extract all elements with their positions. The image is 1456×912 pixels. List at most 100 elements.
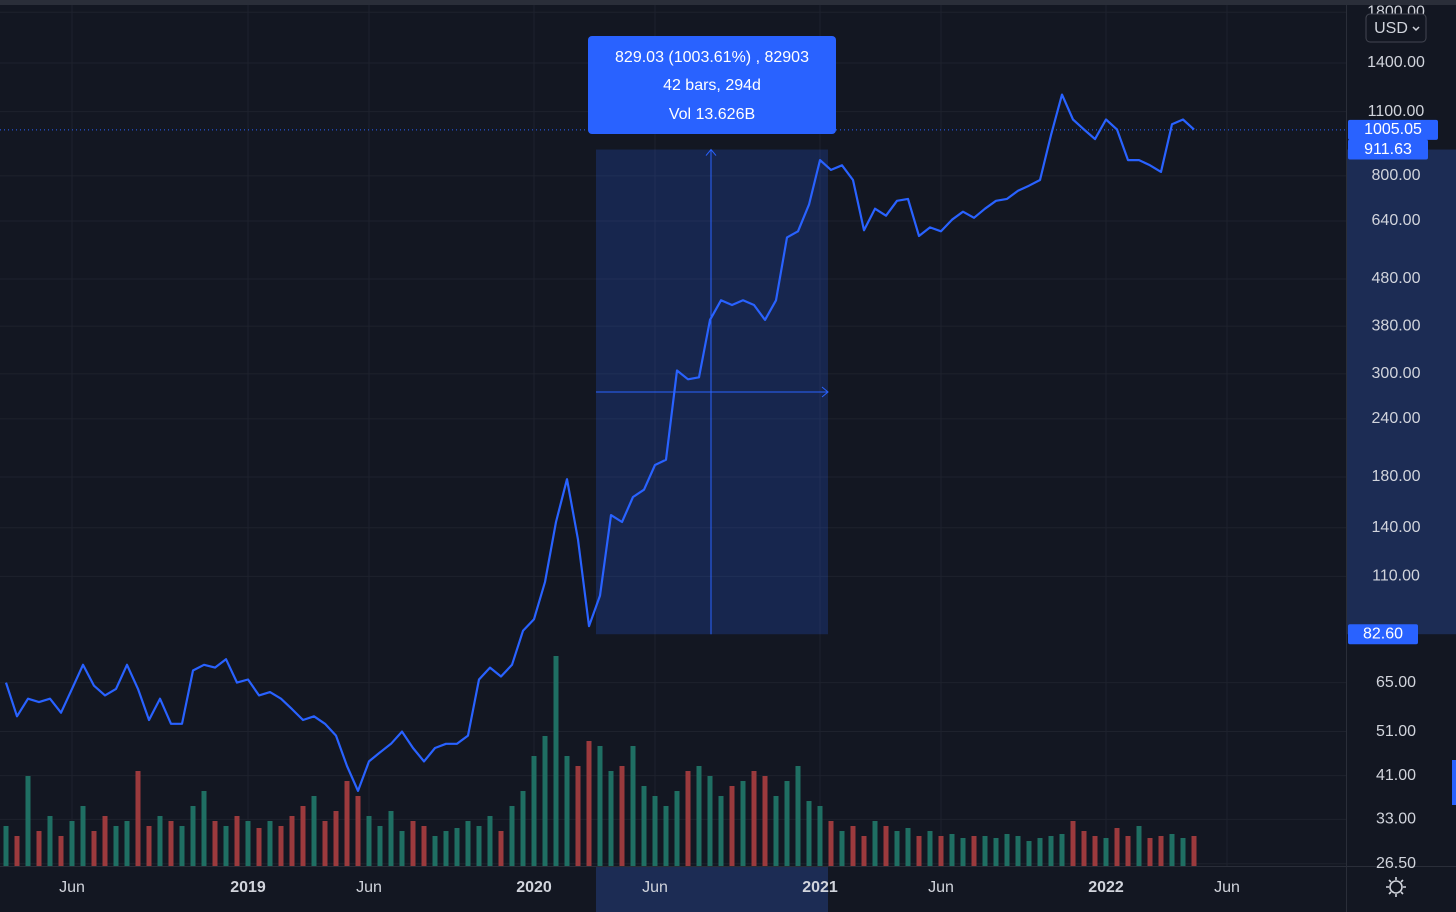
volume-bar: [135, 771, 141, 866]
volume-bar: [443, 831, 449, 866]
top-border: [0, 0, 1456, 5]
currency-button[interactable]: [1365, 13, 1427, 43]
measure-text: Vol 13.626B: [669, 106, 755, 123]
volume-bar: [1015, 836, 1021, 866]
measure-arrow: [705, 148, 717, 156]
volume-bar: [102, 816, 108, 866]
price-line: [4, 93, 1195, 792]
volume-bar: [773, 796, 779, 866]
volume-bar: [366, 816, 372, 866]
price-marker: [1348, 139, 1428, 160]
measure-text: 829.03 (1003.61%) , 82903: [615, 49, 809, 66]
volume-bar: [751, 771, 757, 866]
volume-bar: [256, 828, 262, 866]
volume-bar: [707, 776, 713, 866]
y-tick-label: 480.00: [1372, 270, 1421, 287]
gear-teeth[interactable]: [1386, 877, 1406, 897]
y-tick-label: 140.00: [1372, 519, 1421, 536]
volume-bar: [916, 836, 922, 866]
volume-bar: [685, 771, 691, 866]
volume-bar: [861, 836, 867, 866]
x-tick-label: 2021: [802, 879, 838, 896]
volume-bar: [795, 766, 801, 866]
y-tick-label: 1100.00: [1368, 103, 1425, 120]
volume-bar: [729, 786, 735, 866]
volume-bar: [982, 836, 988, 866]
volume-bar: [498, 831, 504, 866]
volume-bar: [1158, 836, 1164, 866]
y-tick-label: 800.00: [1372, 167, 1421, 184]
x-tick-label: 2020: [516, 879, 552, 896]
volume-bar: [278, 826, 284, 866]
volume-bar: [762, 776, 768, 866]
volume-bar: [421, 826, 427, 866]
volume-bar: [894, 831, 900, 866]
y-tick-label: 41.00: [1376, 767, 1416, 784]
gear[interactable]: [1389, 880, 1403, 894]
y-tick-label: 65.00: [1376, 674, 1416, 691]
volume-bar: [663, 806, 669, 866]
volume-bar: [784, 781, 790, 866]
volume-bar: [608, 771, 614, 866]
measure-text: 42 bars, 294d: [663, 77, 761, 94]
grid: [0, 5, 1346, 866]
x-tick-label: Jun: [1214, 879, 1240, 896]
price-marker-label: 82.60: [1363, 625, 1403, 642]
volume-bar: [872, 821, 878, 866]
volume-bar: [828, 821, 834, 866]
volume-bar: [36, 831, 42, 866]
y-tick-label: 240.00: [1372, 410, 1421, 427]
volume-bar: [1180, 838, 1186, 866]
volume-bar: [1026, 841, 1032, 866]
volume-bar: [212, 821, 218, 866]
volume-bar: [553, 656, 559, 866]
volume-bar: [971, 836, 977, 866]
volume-bar: [674, 791, 680, 866]
x-tick-label: Jun: [356, 879, 382, 896]
volume-bar: [14, 836, 20, 866]
price-marker-label: 911.63: [1364, 141, 1412, 158]
volume-bar: [344, 781, 350, 866]
volume-bar: [575, 766, 581, 866]
volume-bar: [399, 831, 405, 866]
volume-bar: [597, 746, 603, 866]
volume-bar: [938, 836, 944, 866]
x-tick-label: 2019: [230, 879, 266, 896]
volume-bar: [157, 816, 163, 866]
volume-bar: [883, 826, 889, 866]
price-marker-label: 1005.05: [1364, 121, 1422, 138]
volume-bar: [58, 836, 64, 866]
volume-bar: [465, 821, 471, 866]
settings-icon[interactable]: [1386, 877, 1406, 897]
volume-bar: [817, 806, 823, 866]
volume-bar: [993, 838, 999, 866]
y-tick-label: 33.00: [1376, 811, 1416, 828]
x-tick-label: Jun: [59, 879, 85, 896]
volume-bar: [905, 828, 911, 866]
volume-bar: [1103, 838, 1109, 866]
y-tick-label: 1400.00: [1367, 54, 1425, 71]
volume-bar: [234, 816, 240, 866]
y-tick-label: 300.00: [1372, 365, 1421, 382]
volume-bar: [531, 756, 537, 866]
volume-bar: [1169, 834, 1175, 866]
y-tick-label: 180.00: [1372, 468, 1421, 485]
currency[interactable]: USD: [1374, 20, 1408, 37]
volume-bar: [476, 826, 482, 866]
measure-tooltip: [588, 36, 836, 134]
volume-bar: [696, 766, 702, 866]
volume: [3, 656, 1197, 866]
volume-bar: [80, 806, 86, 866]
volume-bar: [641, 786, 647, 866]
volume-bar: [289, 816, 295, 866]
price-axis-highlight: [1347, 149, 1456, 635]
volume-bar: [718, 796, 724, 866]
volume-bar: [1092, 836, 1098, 866]
volume-bar: [1081, 831, 1087, 866]
volume-bar: [311, 796, 317, 866]
measure-arrow: [821, 386, 829, 398]
volume-bar: [168, 821, 174, 866]
volume-bar: [179, 826, 185, 866]
